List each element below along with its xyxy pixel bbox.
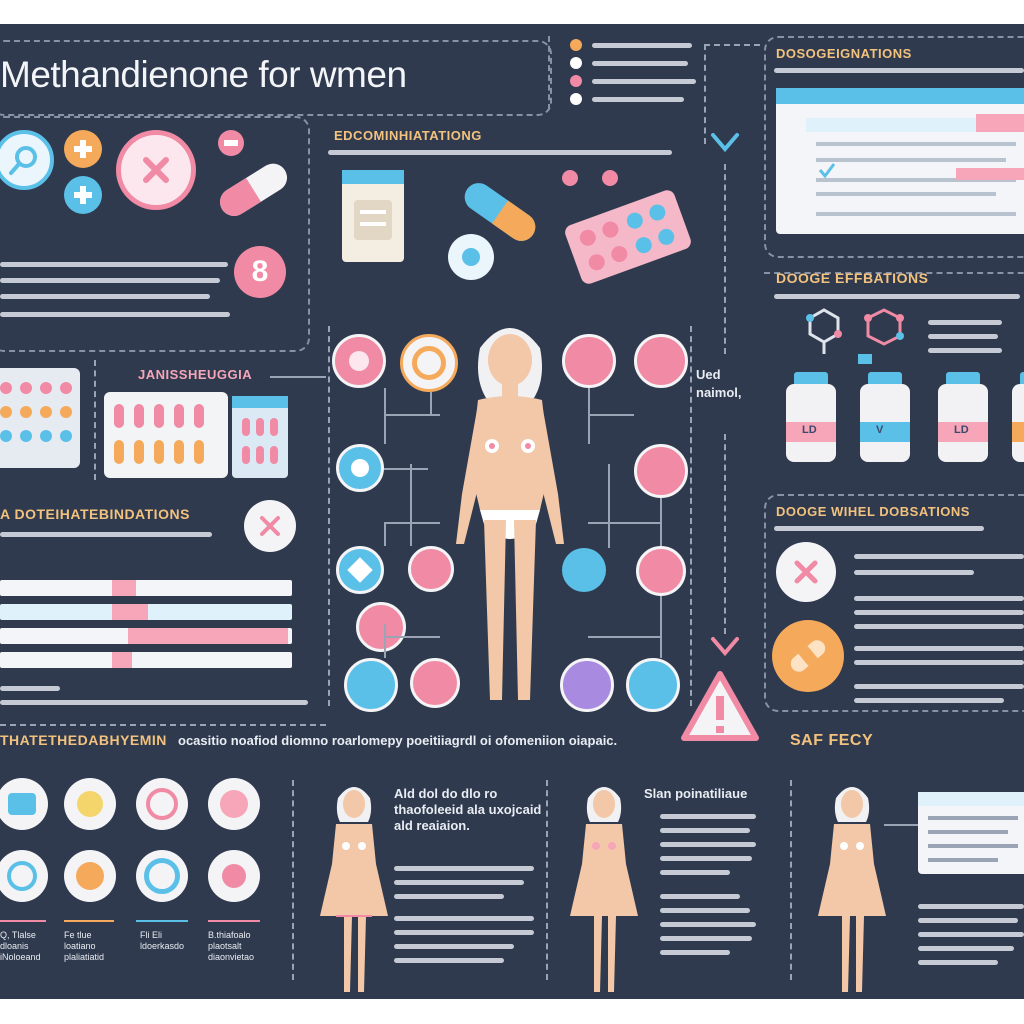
- table-row: [0, 604, 292, 620]
- bandage-icon: [772, 620, 844, 692]
- title-frame: [0, 40, 552, 116]
- minus-icon: [218, 130, 244, 156]
- plus-icon: [64, 130, 102, 168]
- capsule-icon: [210, 154, 296, 229]
- right-bottom-panel: [764, 494, 1024, 712]
- blister-pack: [104, 392, 228, 478]
- tablet-icon: [136, 778, 188, 830]
- blister-pack: [562, 182, 694, 297]
- warning-icon: [680, 670, 760, 747]
- bottom-banner-text: ocasitio noafiod diomno roarlomepy poeit…: [178, 733, 618, 748]
- pill-tray: [0, 368, 80, 468]
- chevron-down-icon: [710, 132, 740, 159]
- ring-icon: [136, 850, 188, 902]
- female-figure-small: [316, 776, 392, 999]
- medicine-bottle: LD: [786, 372, 836, 462]
- female-figure-small: [814, 776, 890, 999]
- left-middle-heading: JANISSHEUGGIA: [138, 367, 253, 382]
- dot-marker: [562, 170, 578, 186]
- plus-icon: [64, 176, 102, 214]
- card-title: Ald dol do dlo ro thaofoleeid ala uxojca…: [394, 786, 542, 833]
- symptom-icon: [400, 334, 458, 392]
- legend-item: [570, 38, 710, 52]
- female-figure-small: [566, 776, 642, 999]
- dot-marker: [602, 170, 618, 186]
- cross-icon: [776, 542, 836, 602]
- pill-card: [232, 396, 288, 478]
- legend-item: [570, 92, 710, 106]
- medicine-bottle: V: [860, 372, 910, 462]
- legend-item: [570, 56, 710, 70]
- tablet-icon: [208, 778, 260, 830]
- symptom-icon: [336, 444, 384, 492]
- symptom-icon: [562, 334, 616, 388]
- medicine-bottle: LD: [938, 372, 988, 462]
- symptom-icon: [634, 444, 688, 498]
- molecule-icon: [852, 302, 918, 377]
- top-right-heading: DOSOGEIGNATIONS: [776, 46, 912, 61]
- cross-icon: [244, 500, 296, 552]
- right-middle-heading: DOOGE EFFBATIONS: [776, 270, 929, 286]
- left-bottom-heading: A DOTEIHATEBINDATIONS: [0, 506, 190, 522]
- table-row: [0, 580, 292, 596]
- symptom-icon: [344, 658, 398, 712]
- table-row: [0, 628, 292, 644]
- symptom-icon: [408, 546, 454, 592]
- chevron-down-icon: [710, 636, 740, 663]
- molecule-icon: [0, 850, 48, 902]
- supplement-box: [342, 170, 404, 262]
- pill-bubble: [448, 234, 494, 280]
- tablet-icon: [64, 778, 116, 830]
- caption: Fli Eli ldoerkasdo: [140, 930, 185, 951]
- number-badge: 8: [234, 246, 286, 298]
- top-center-heading: EDCOMINHIATATIONG: [334, 128, 482, 143]
- used-note: Ued naimol,: [696, 367, 742, 400]
- symptom-icon: [562, 548, 606, 592]
- legend-item: [570, 74, 710, 88]
- symptom-icon: [356, 602, 406, 652]
- safety-label: SAF FECY: [790, 732, 874, 749]
- dosage-table: [776, 88, 1024, 234]
- capsule-icon: [452, 172, 548, 257]
- caption: Fe tlue loatiano plaliatiatid: [64, 930, 105, 962]
- female-figure: [440, 308, 580, 713]
- symptom-icon: [332, 334, 386, 388]
- pill-stack-icon: [0, 778, 48, 830]
- symptom-icon: [560, 658, 614, 712]
- symptom-icon: [626, 658, 680, 712]
- card-title: Slan poinatiliaue: [644, 786, 748, 801]
- magnifier-icon: [0, 130, 54, 190]
- cross-icon: [116, 130, 196, 210]
- top-right-panel: [764, 36, 1024, 258]
- symptom-icon: [336, 546, 384, 594]
- ribbon-icon: [208, 850, 260, 902]
- symptom-icon: [636, 546, 686, 596]
- flower-icon: [64, 850, 116, 902]
- symptom-icon: [634, 334, 688, 388]
- right-bottom-heading: DOOGE WIHEL DOBSATIONS: [776, 504, 970, 519]
- symptom-icon: [410, 658, 460, 708]
- page-title: Methandienone for wmen: [0, 54, 407, 95]
- info-card: [918, 792, 1024, 874]
- top-left-panel: [0, 116, 310, 352]
- right-middle-panel: [764, 272, 1024, 494]
- infographic-poster: Methandienone for wmen 8 JANISSHEUGGIA: [0, 24, 1024, 999]
- table-row: [0, 652, 292, 668]
- molecule-icon: [796, 304, 852, 365]
- medicine-bottle: [1012, 372, 1024, 462]
- caption: B.thiafoalo plaotsalt diaonvietao: [208, 930, 255, 962]
- legend-frame: [548, 36, 700, 110]
- caption: Q, Tlalse dloanis iNoloeand: [0, 930, 41, 962]
- bottom-banner-heading: THATETHEDABHYEMIN: [0, 732, 167, 748]
